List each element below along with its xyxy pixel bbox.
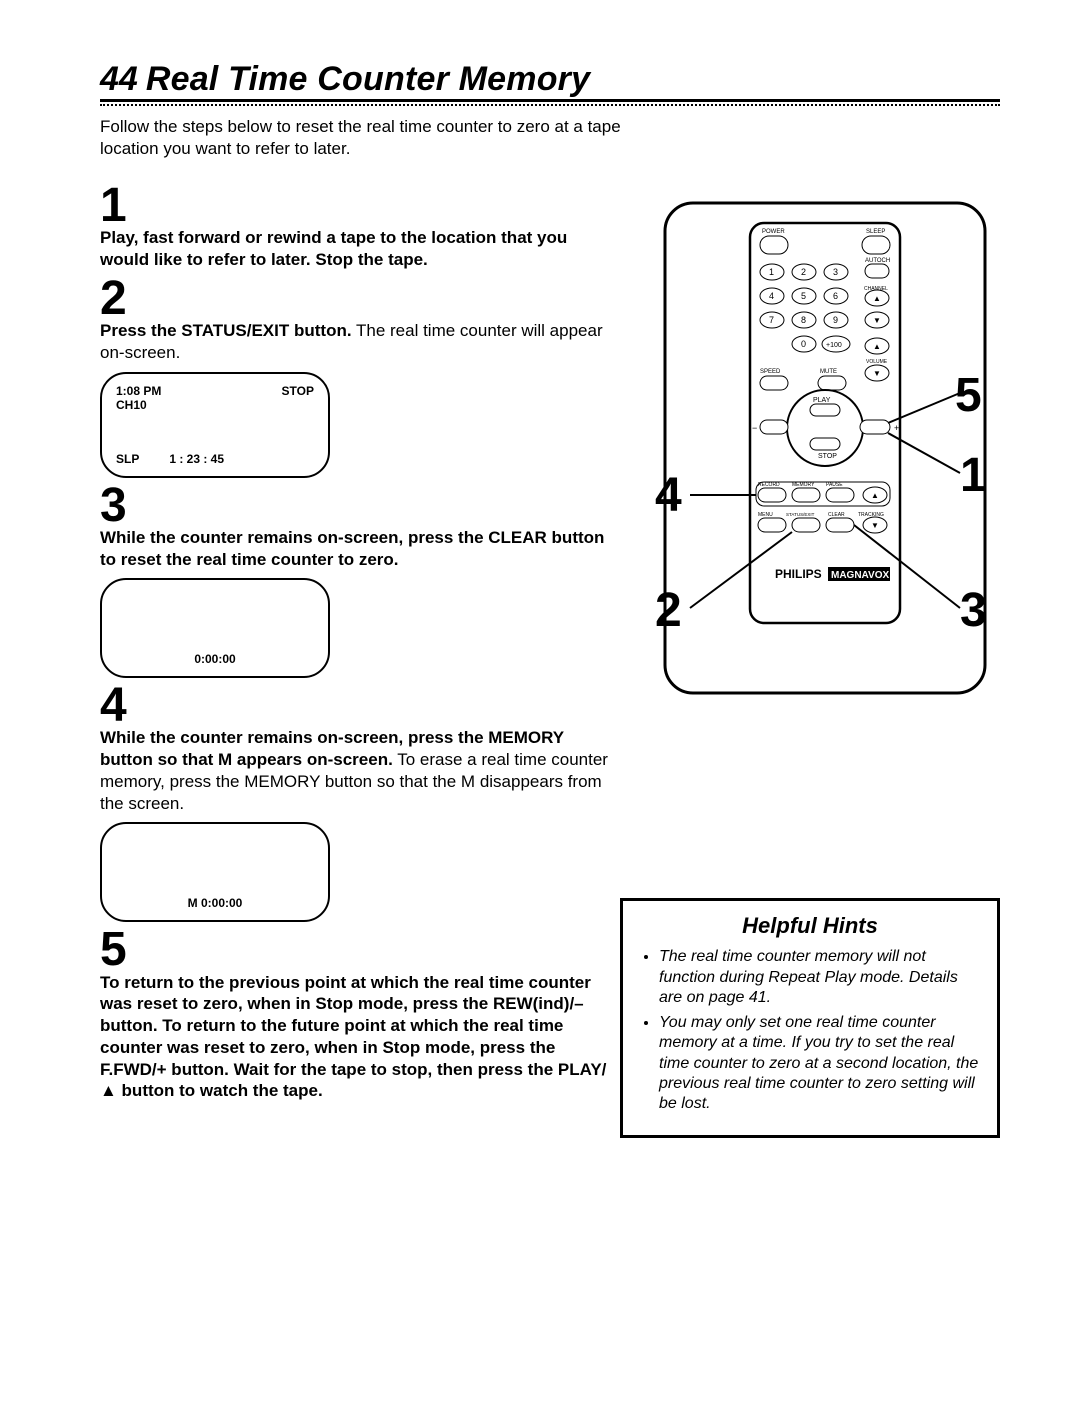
step-body: While the counter remains on-screen, pre…	[100, 527, 620, 571]
remote-svg: POWER SLEEP 1 2 3 4 5 6	[660, 198, 990, 698]
illustration-column: POWER SLEEP 1 2 3 4 5 6	[650, 178, 1000, 1102]
svg-text:SPEED: SPEED	[760, 369, 781, 375]
step-2: 2 Press the STATUS/EXIT button. The real…	[100, 277, 620, 478]
svg-text:▲: ▲	[873, 342, 881, 351]
step-bold: Play, fast forward or rewind a tape to t…	[100, 228, 567, 269]
helpful-hints-box: Helpful Hints The real time counter memo…	[620, 898, 1000, 1138]
svg-text:AUTOCH: AUTOCH	[865, 258, 890, 264]
svg-text:5: 5	[801, 291, 806, 301]
manual-page: 44 Real Time Counter Memory Follow the s…	[0, 0, 1080, 1419]
svg-text:▲: ▲	[871, 491, 879, 500]
svg-text:8: 8	[801, 315, 806, 325]
hints-title: Helpful Hints	[641, 913, 979, 939]
step-number: 4	[100, 684, 620, 727]
steps-column: 1 Play, fast forward or rewind a tape to…	[100, 178, 620, 1102]
step-body: To return to the previous point at which…	[100, 972, 620, 1103]
step-5: 5 To return to the previous point at whi…	[100, 928, 620, 1102]
osd-screen-3: 0:00:00	[100, 578, 330, 678]
svg-text:3: 3	[833, 267, 838, 277]
step-number: 3	[100, 484, 620, 527]
svg-text:+: +	[894, 423, 899, 433]
svg-text:PHILIPS: PHILIPS	[775, 567, 822, 581]
step-3: 3 While the counter remains on-screen, p…	[100, 484, 620, 679]
sleep-label-text: SLEEP	[866, 229, 885, 235]
step-bold: To return to the previous point at which…	[100, 973, 606, 1101]
svg-text:VOLUME: VOLUME	[866, 359, 888, 365]
step-4: 4 While the counter remains on-screen, p…	[100, 684, 620, 922]
svg-text:1: 1	[769, 267, 774, 277]
step-bold: While the counter remains on-screen, pre…	[100, 528, 604, 569]
svg-text:6: 6	[833, 291, 838, 301]
svg-text:0: 0	[801, 339, 806, 349]
svg-text:4: 4	[769, 291, 774, 301]
step-1: 1 Play, fast forward or rewind a tape to…	[100, 184, 620, 271]
osd-counter: 1 : 23 : 45	[169, 452, 224, 466]
osd-speed: SLP	[116, 452, 139, 466]
osd-channel: CH10	[116, 398, 161, 412]
callout-1: 1	[960, 448, 987, 503]
two-columns: 1 Play, fast forward or rewind a tape to…	[100, 178, 1000, 1102]
svg-text:STATUS/EXIT: STATUS/EXIT	[786, 512, 815, 517]
remote-illustration: POWER SLEEP 1 2 3 4 5 6	[660, 198, 990, 698]
svg-text:−: −	[752, 423, 757, 433]
svg-text:+100: +100	[826, 342, 842, 349]
step-body: While the counter remains on-screen, pre…	[100, 727, 620, 814]
page-title: Real Time Counter Memory	[146, 60, 590, 99]
svg-text:MAGNAVOX: MAGNAVOX	[831, 570, 889, 581]
intro-text: Follow the steps below to reset the real…	[100, 116, 630, 160]
power-label-text: POWER	[762, 229, 785, 235]
svg-text:PAUSE: PAUSE	[826, 482, 843, 488]
osd-counter: M 0:00:00	[116, 896, 314, 910]
callout-3: 3	[960, 583, 987, 638]
step-number: 5	[100, 928, 620, 971]
svg-text:MENU: MENU	[758, 512, 773, 518]
osd-counter: 0:00:00	[116, 652, 314, 666]
callout-4: 4	[655, 468, 682, 523]
svg-text:MUTE: MUTE	[820, 369, 837, 375]
svg-text:7: 7	[769, 315, 774, 325]
dotted-rule	[100, 104, 1000, 106]
svg-text:▼: ▼	[871, 521, 879, 530]
hint-item: The real time counter memory will not fu…	[659, 947, 979, 1008]
page-header: 44 Real Time Counter Memory	[100, 60, 1000, 102]
callout-5: 5	[955, 368, 982, 423]
svg-text:▲: ▲	[873, 294, 881, 303]
svg-text:▼: ▼	[873, 316, 881, 325]
osd-screen-2: 1:08 PM CH10 STOP SLP 1 : 23 : 45	[100, 372, 330, 478]
step-number: 1	[100, 184, 620, 227]
osd-state: STOP	[282, 384, 314, 412]
brand-badge: PHILIPS MAGNAVOX	[775, 567, 890, 581]
step-bold: Press the STATUS/EXIT button.	[100, 321, 352, 340]
osd-screen-4: M 0:00:00	[100, 822, 330, 922]
step-number: 2	[100, 277, 620, 320]
svg-text:MEMORY: MEMORY	[792, 482, 815, 488]
svg-text:PLAY: PLAY	[813, 397, 831, 404]
osd-time: 1:08 PM	[116, 384, 161, 398]
callout-2: 2	[655, 583, 682, 638]
hints-list: The real time counter memory will not fu…	[641, 947, 979, 1115]
svg-text:STOP: STOP	[818, 453, 837, 460]
hint-item: You may only set one real time counter m…	[659, 1013, 979, 1115]
svg-text:CLEAR: CLEAR	[828, 512, 845, 518]
page-number: 44	[100, 60, 138, 99]
svg-text:2: 2	[801, 267, 806, 277]
svg-text:9: 9	[833, 315, 838, 325]
step-body: Play, fast forward or rewind a tape to t…	[100, 227, 620, 271]
svg-text:▼: ▼	[873, 369, 881, 378]
step-body: Press the STATUS/EXIT button. The real t…	[100, 320, 620, 364]
